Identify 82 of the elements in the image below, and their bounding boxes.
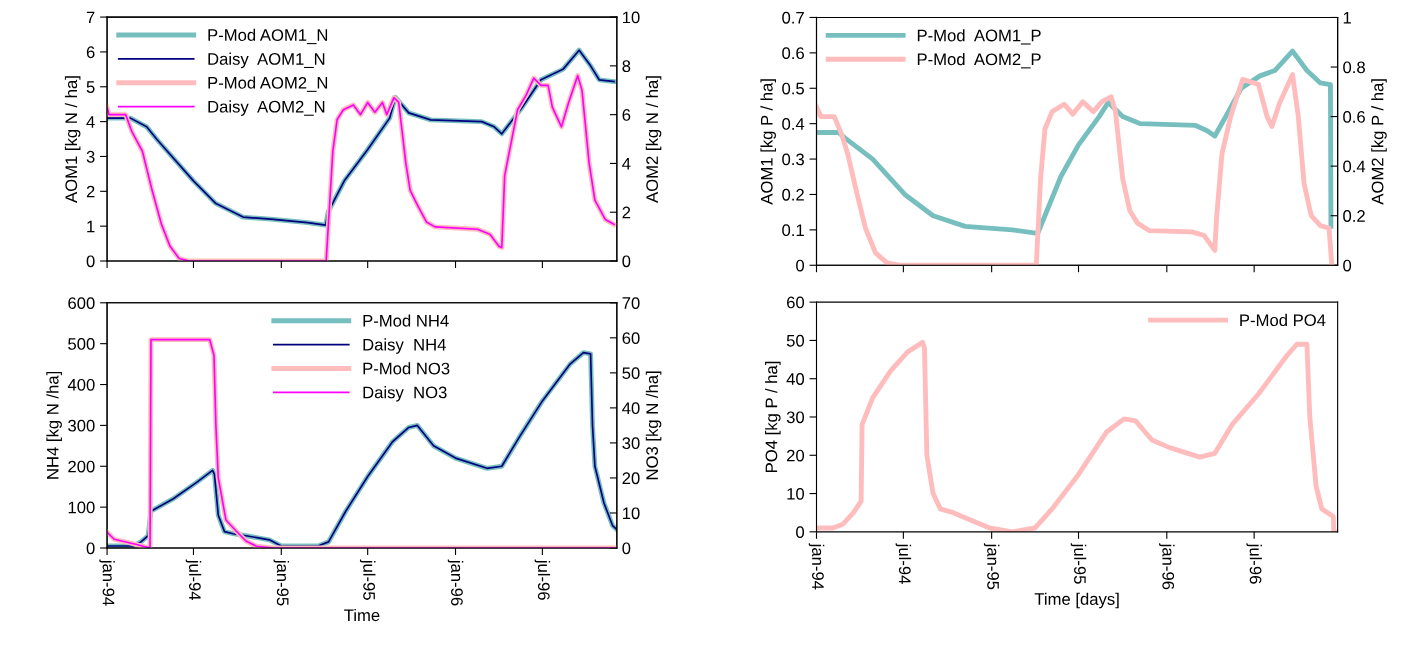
y2-tick-label: 8 (622, 60, 631, 73)
y-tick-label: 0.2 (782, 188, 804, 201)
y-tick-label: 4 (86, 116, 95, 128)
y-tick-label: 10 (787, 487, 805, 500)
x-tick-label: jul-94 (895, 543, 912, 584)
x-tick-label: jan-96 (447, 559, 464, 606)
y2-tick-label: 0 (1343, 259, 1352, 272)
legend-label: P-Mod AOM1_P (917, 29, 1041, 45)
x-tick-label: jan-94 (99, 559, 115, 606)
y-tick-label: 2 (86, 185, 95, 198)
y-tick-label: 60 (787, 296, 805, 309)
y2-tick-label: 1 (1343, 12, 1351, 24)
x-tick-label: jul-96 (534, 559, 551, 600)
y-tick-label: 20 (787, 449, 805, 462)
y2-tick-label: 10 (622, 11, 640, 24)
y-tick-label: 500 (68, 338, 95, 350)
y2-tick-label: 0.4 (1343, 160, 1366, 173)
x-tick-label: jul-94 (185, 559, 202, 601)
y2-tick-label: 60 (622, 332, 640, 345)
legend-label: P-Mod NH4 (363, 314, 449, 327)
y2-tick-label: 0 (622, 255, 631, 268)
y-tick-label: 7 (86, 11, 95, 24)
y2-tick-label: 40 (622, 402, 640, 415)
y2-tick-label: 20 (622, 472, 640, 485)
y-tick-label: 30 (786, 411, 805, 424)
x-tick-label: jul-95 (359, 559, 376, 600)
y-tick-label: 0 (796, 526, 805, 539)
y-tick-label: 1 (87, 220, 95, 233)
legend-label: Daisy NO3 (363, 386, 447, 402)
y-tick-label: 300 (68, 419, 95, 432)
y2-tick-label: 4 (622, 158, 631, 170)
y2-axis-title: AOM2 [kg N / ha] (645, 76, 662, 203)
y-tick-label: 0.1 (782, 224, 804, 237)
legend-label: Daisy NH4 (363, 338, 446, 354)
y2-axis-title: AOM2 [kg P / ha] (1371, 79, 1387, 205)
y2-tick-label: 10 (622, 507, 640, 520)
y-tick-label: 0.5 (782, 82, 804, 95)
x-tick-label: jul-96 (1246, 543, 1262, 584)
y2-tick-label: 70 (622, 297, 640, 309)
x-tick-label: jan-95 (983, 543, 1000, 590)
x-tick-label: jan-96 (1159, 543, 1175, 590)
y-tick-label: 200 (68, 460, 95, 473)
y-axis-title: AOM1 [kg P / ha] (760, 79, 776, 205)
y-tick-label: 400 (67, 378, 95, 391)
legend-label: P-Mod AOM2_N (208, 76, 328, 92)
x-tick-label: jan-95 (273, 559, 290, 606)
y2-tick-label: 30 (622, 437, 640, 450)
x-tick-label: jan-94 (808, 543, 825, 590)
y2-tick-label: 2 (622, 206, 631, 219)
x-axis-title: Time (344, 608, 380, 622)
x-axis-title: Time [days] (1034, 592, 1119, 609)
y-tick-label: 5 (86, 81, 95, 93)
y-tick-label: 6 (86, 46, 95, 59)
legend-label: Daisy AOM1_N (208, 52, 325, 69)
y-axis-title: NH4 [kg N /ha] (46, 371, 62, 479)
y-tick-label: 0 (86, 542, 95, 555)
y-axis-title: AOM1 [kg N / ha] (64, 76, 81, 203)
y-tick-label: 0.6 (782, 47, 804, 60)
y-tick-label: 0.7 (782, 11, 804, 24)
y2-tick-label: 0.6 (1343, 110, 1365, 123)
y-tick-label: 100 (68, 501, 95, 514)
legend-label: Daisy AOM2_N (208, 100, 325, 116)
y2-tick-label: 0.8 (1343, 61, 1365, 74)
legend-label: P-Mod PO4 (1240, 313, 1326, 327)
y-axis-title: PO4 [kg P / ha] (765, 361, 781, 472)
y-tick-label: 0.4 (782, 118, 805, 130)
y2-axis-title: NO3 [kg N /ha] (645, 371, 662, 480)
y-tick-label: 0 (796, 259, 805, 272)
legend-label: P-Mod AOM2_P (917, 53, 1041, 69)
y-tick-label: 0 (86, 255, 95, 268)
y2-tick-label: 0 (622, 542, 631, 555)
y-tick-label: 0.3 (782, 153, 804, 166)
y2-tick-label: 50 (622, 367, 640, 380)
y-tick-label: 50 (786, 334, 805, 347)
y-tick-label: 600 (68, 297, 95, 309)
legend-label: P-Mod NO3 (363, 362, 450, 375)
y2-tick-label: 0.2 (1343, 210, 1365, 222)
legend-label: P-Mod AOM1_N (208, 28, 328, 45)
x-tick-label: jul-95 (1070, 543, 1087, 584)
y-tick-label: 40 (786, 373, 805, 385)
y-tick-label: 3 (86, 150, 95, 163)
y2-tick-label: 6 (622, 109, 631, 121)
